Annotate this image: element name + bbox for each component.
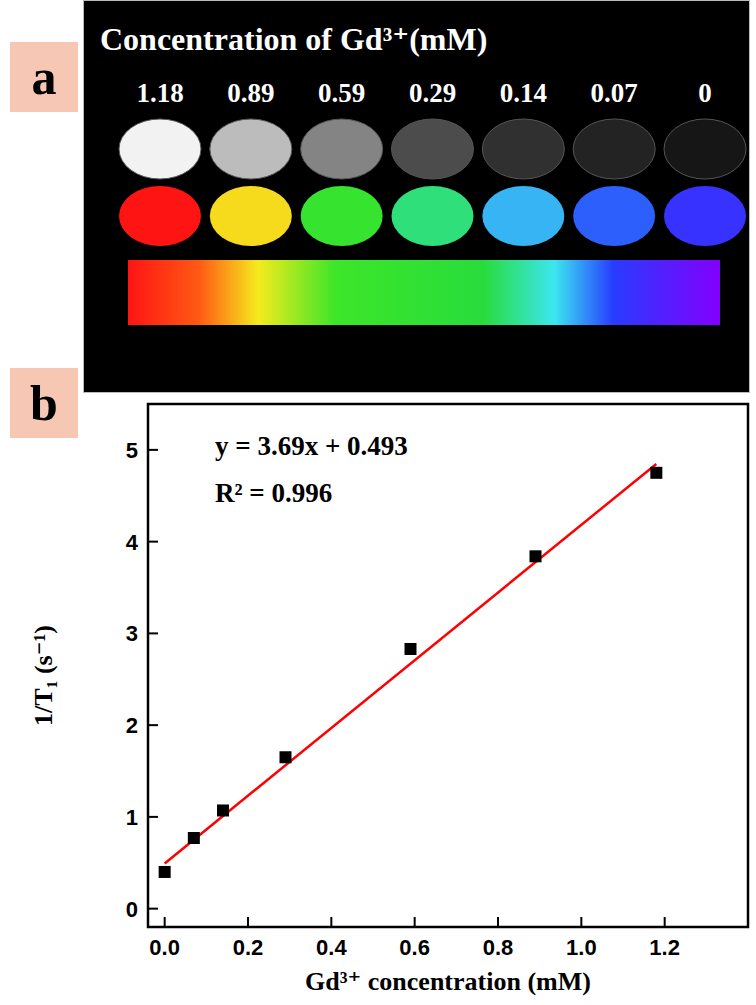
y-tick bbox=[148, 541, 158, 543]
data-point bbox=[280, 751, 292, 763]
colorbar bbox=[128, 260, 720, 325]
image-background bbox=[83, 0, 750, 393]
x-tick-label: 0.4 bbox=[316, 935, 347, 960]
fit-line bbox=[165, 464, 657, 863]
data-label: 0 bbox=[698, 78, 712, 108]
data-point bbox=[650, 467, 662, 479]
x-tick-label: 1.2 bbox=[649, 935, 680, 960]
y-tick bbox=[148, 724, 158, 726]
x-tick bbox=[580, 917, 582, 927]
y-tick bbox=[148, 449, 158, 451]
x-tick bbox=[330, 917, 332, 927]
color-phantom bbox=[664, 186, 746, 246]
data-label: 0.29 bbox=[409, 78, 456, 108]
panel-label: b bbox=[30, 375, 58, 431]
data-label: 1.18 bbox=[136, 78, 183, 108]
color-phantom bbox=[573, 186, 655, 246]
data-point bbox=[188, 832, 200, 844]
data-label: 0.14 bbox=[500, 78, 547, 108]
x-axis-label: Gd³⁺ concentration (mM) bbox=[305, 967, 591, 996]
x-tick bbox=[247, 917, 249, 927]
data-point bbox=[159, 866, 171, 878]
data-point bbox=[530, 550, 542, 562]
panel-label-box bbox=[10, 42, 78, 112]
data-point bbox=[405, 643, 417, 655]
x-tick bbox=[164, 917, 166, 927]
figure: Concentration of Gd³⁺(mM) 1.18 0.89 0.59 0.2… bbox=[0, 0, 756, 1005]
y-axis-label: 1/T₁ (s⁻¹) bbox=[29, 625, 58, 726]
data-label: 0.89 bbox=[227, 78, 274, 108]
y-tick bbox=[148, 632, 158, 634]
color-phantom bbox=[119, 186, 201, 246]
color-phantom bbox=[482, 186, 564, 246]
image-border bbox=[84, 1, 750, 393]
plot-frame bbox=[148, 404, 748, 927]
x-tick bbox=[414, 917, 416, 927]
x-tick-label: 0.8 bbox=[483, 935, 514, 960]
y-tick-label: 0 bbox=[126, 897, 138, 922]
panel-label: a bbox=[32, 49, 57, 105]
gray-phantom bbox=[664, 119, 746, 179]
color-phantom bbox=[392, 186, 474, 246]
color-phantom bbox=[210, 186, 292, 246]
data-label: 0.07 bbox=[591, 78, 638, 108]
gray-phantom bbox=[210, 119, 292, 179]
y-tick-label: 2 bbox=[126, 713, 138, 738]
x-tick-label: 0.6 bbox=[399, 935, 430, 960]
gray-phantom bbox=[119, 119, 201, 179]
annotation: y = 3.69x + 0.493 bbox=[215, 431, 408, 461]
y-tick-label: 4 bbox=[126, 530, 139, 555]
gray-phantom bbox=[573, 119, 655, 179]
data-label: 0.59 bbox=[318, 78, 365, 108]
x-tick bbox=[497, 917, 499, 927]
gray-phantom bbox=[301, 119, 383, 179]
y-tick-label: 5 bbox=[126, 438, 138, 463]
y-tick bbox=[148, 816, 158, 818]
y-tick-label: 1 bbox=[126, 805, 138, 830]
color-phantom bbox=[301, 186, 383, 246]
x-tick bbox=[664, 917, 666, 927]
y-tick bbox=[148, 908, 158, 910]
panel-label-box bbox=[10, 368, 78, 438]
gray-phantom bbox=[392, 119, 474, 179]
x-tick-label: 1.0 bbox=[566, 935, 597, 960]
plot-marks bbox=[159, 464, 663, 878]
x-tick-label: 0.2 bbox=[233, 935, 264, 960]
x-tick-label: 0.0 bbox=[149, 935, 180, 960]
data-point bbox=[217, 804, 229, 816]
title: Concentration of Gd³⁺(mM) bbox=[100, 21, 487, 57]
y-tick-label: 3 bbox=[126, 621, 138, 646]
gray-phantom bbox=[482, 119, 564, 179]
annotation: R² = 0.996 bbox=[215, 478, 332, 508]
